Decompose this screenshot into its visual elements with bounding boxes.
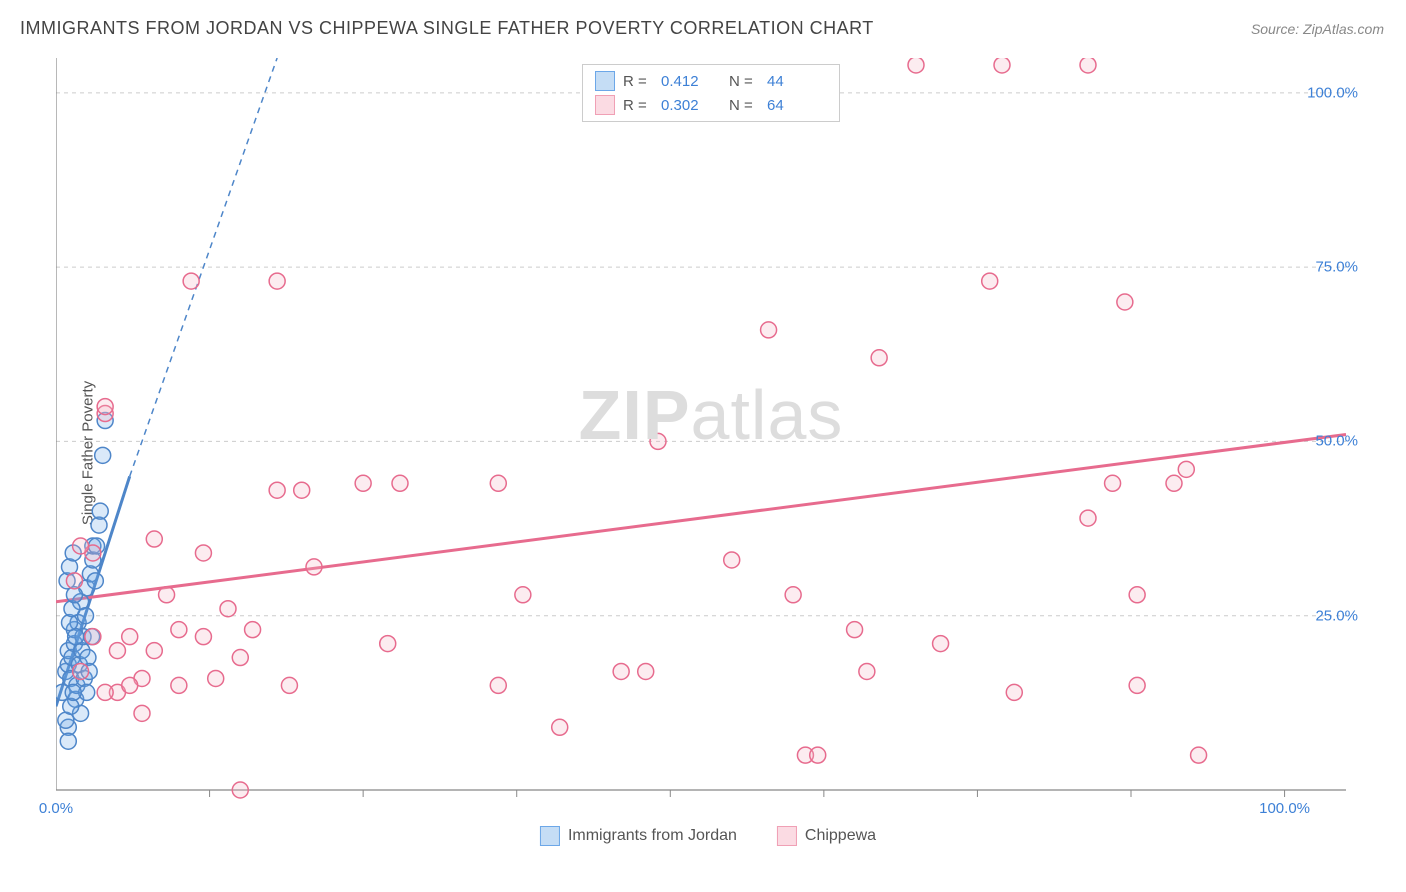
chart-title: IMMIGRANTS FROM JORDAN VS CHIPPEWA SINGL… (20, 18, 874, 39)
stat-value: 0.412 (661, 73, 721, 90)
x-tick-label: 100.0% (1259, 800, 1310, 817)
legend-swatch (595, 95, 615, 115)
y-tick-label: 100.0% (1307, 84, 1358, 101)
stat-label: N = (729, 73, 759, 90)
legend-label: Immigrants from Jordan (568, 827, 737, 845)
legend-row: R = 0.302 N = 64 (595, 93, 827, 117)
legend-item: Immigrants from Jordan (540, 826, 737, 846)
stat-value: 44 (767, 73, 827, 90)
x-tick-label: 0.0% (39, 800, 73, 817)
y-tick-label: 75.0% (1315, 259, 1358, 276)
legend-swatch (595, 71, 615, 91)
stat-value: 0.302 (661, 97, 721, 114)
stat-label: N = (729, 97, 759, 114)
chart-container: Single Father Poverty ZIPatlas R =0.412N… (38, 58, 1378, 848)
legend-label: Chippewa (805, 827, 876, 845)
legend-item: Chippewa (777, 826, 876, 846)
legend-series: Immigrants from Jordan Chippewa (540, 826, 876, 846)
scatter-chart (56, 58, 1366, 818)
stat-label: R = (623, 97, 653, 114)
stat-label: R = (623, 73, 653, 90)
plot-area: ZIPatlas R =0.412N =44R =0.302N =64 25.0… (56, 58, 1366, 818)
legend-swatch (777, 826, 797, 846)
legend-swatch (540, 826, 560, 846)
stat-value: 64 (767, 97, 827, 114)
y-tick-label: 25.0% (1315, 607, 1358, 624)
legend-row: R = 0.412 N = 44 (595, 69, 827, 93)
legend-correlation: R = 0.412 N = 44 R = 0.302 N = 64 (582, 64, 840, 122)
source-label: Source: ZipAtlas.com (1251, 21, 1384, 37)
y-tick-label: 50.0% (1315, 433, 1358, 450)
